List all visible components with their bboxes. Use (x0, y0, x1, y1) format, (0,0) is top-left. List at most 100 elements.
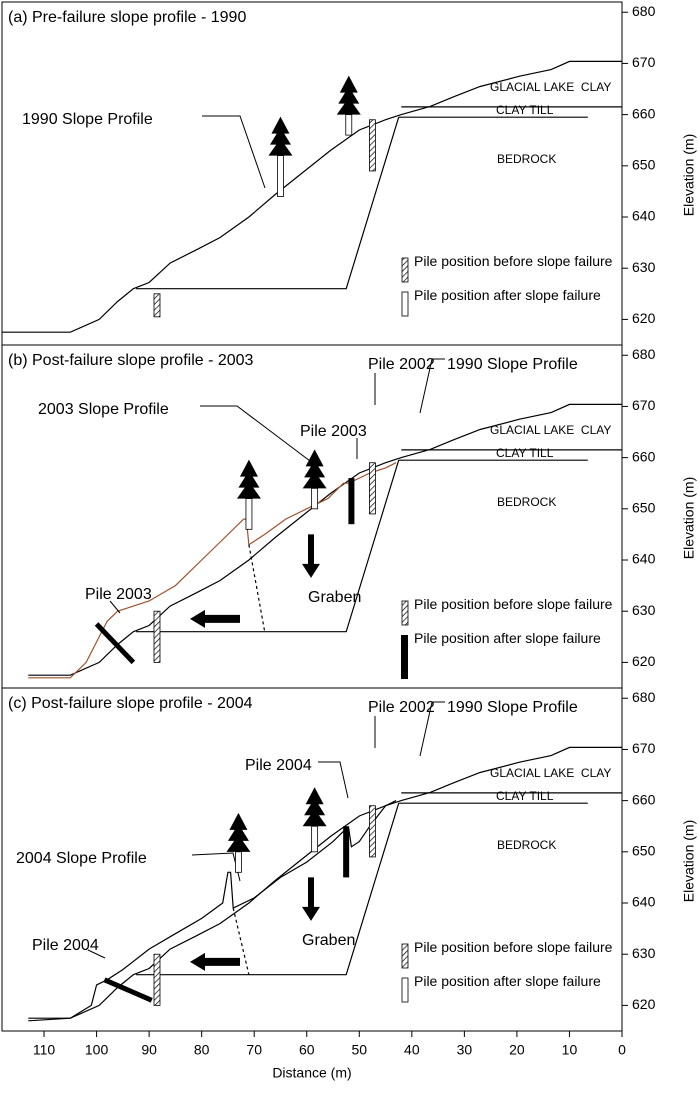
y-tick-label: 630 (632, 259, 656, 275)
tree (238, 470, 260, 488)
layer-label: GLACIAL LAKE CLAY (490, 423, 611, 437)
tree (304, 798, 326, 816)
profile-line (28, 403, 622, 676)
x-tick-label: 0 (618, 1042, 626, 1058)
pile-before (369, 805, 376, 858)
x-tick-label: 90 (141, 1042, 157, 1058)
layer-label: BEDROCK (497, 495, 556, 509)
leader-line (87, 949, 106, 959)
y-tick-label: 650 (632, 843, 656, 859)
panel-title: (c) Post-failure slope profile - 2004 (8, 695, 253, 712)
tree-trunk (235, 851, 242, 873)
tree-trunk (345, 114, 353, 136)
pile-before (369, 119, 376, 172)
profile-line (136, 117, 400, 290)
y-tick-label: 670 (632, 54, 656, 70)
profile-line (136, 803, 400, 976)
tree (305, 449, 324, 467)
legend-icon-before (401, 257, 409, 283)
y-tick-label: 670 (632, 397, 656, 413)
y-tick-label: 630 (632, 602, 656, 618)
legend-entry: Pile position before slope failure (414, 596, 613, 612)
leader-line (419, 701, 445, 757)
annotation: Pile 2004 (32, 937, 99, 954)
tree (304, 460, 326, 478)
x-tick-label: 10 (562, 1042, 578, 1058)
leader-line (191, 852, 241, 882)
layer-label: GLACIAL LAKE CLAY (490, 80, 611, 94)
legend-entry: Pile position before slope failure (414, 939, 613, 955)
tree-trunk (245, 498, 253, 530)
panel-frame (1, 687, 623, 1032)
x-tick-label: 80 (194, 1042, 210, 1058)
legend-label: Pile position before slope failure (414, 253, 613, 269)
legend-icon-after (401, 635, 408, 679)
layer-label: CLAY TILL (496, 789, 554, 803)
tree (227, 823, 249, 841)
tree (239, 459, 258, 477)
annotation: 2003 Slope Profile (38, 401, 169, 418)
leader-line (318, 761, 349, 799)
tree (268, 138, 293, 156)
leader-line (202, 115, 266, 189)
y-tick-label: 630 (632, 945, 656, 961)
annotation: 2004 Slope Profile (16, 850, 147, 867)
legend-label: Pile position before slope failure (414, 939, 613, 955)
legend-entry: Pile position after slope failure (414, 287, 601, 303)
profile-line (28, 746, 622, 1019)
leader-line (419, 358, 445, 414)
legend-entry: Pile position after slope failure (414, 630, 601, 646)
x-tick-label: 30 (457, 1042, 473, 1058)
pile-after (343, 826, 350, 878)
annotation: 1990 Slope Profile (447, 356, 578, 373)
pile-after (103, 977, 153, 1003)
profile-line (28, 462, 397, 679)
y-tick-label: 660 (632, 105, 656, 121)
x-tick-label: 70 (246, 1042, 262, 1058)
layer-label: BEDROCK (497, 152, 556, 166)
annotation: Graben (308, 589, 361, 606)
profile-line (136, 460, 400, 633)
pile-after (94, 622, 136, 665)
legend-icon-after (401, 291, 409, 317)
legend-label: Pile position after slope failure (414, 287, 601, 303)
panel-title: (b) Post-failure slope profile - 2003 (8, 352, 254, 369)
tree (302, 471, 327, 489)
leader-line (109, 600, 121, 614)
x-tick-label: 50 (351, 1042, 367, 1058)
x-tick-label: 40 (404, 1042, 420, 1058)
leader-line (200, 405, 311, 462)
x-tick-label: 110 (33, 1042, 56, 1058)
legend-icon-before (401, 943, 409, 969)
tree (271, 116, 290, 134)
panel-title: (a) Pre-failure slope profile - 1990 (8, 9, 246, 26)
tree (226, 834, 251, 852)
legend-label: Pile position after slope failure (414, 630, 601, 646)
tree (339, 75, 358, 93)
x-tick-label: 60 (299, 1042, 315, 1058)
profile-line (28, 800, 397, 1022)
layer-label: CLAY TILL (496, 103, 554, 117)
pile-before (153, 610, 161, 663)
arrow-left (190, 952, 240, 971)
pile-after (348, 478, 355, 525)
pile-before (153, 953, 161, 1006)
y-tick-label: 620 (632, 310, 656, 326)
y-tick-label: 650 (632, 500, 656, 516)
layer-label: BEDROCK (497, 838, 556, 852)
annotation: Pile 2003 (85, 586, 152, 603)
tree (305, 787, 324, 805)
annotation: Graben (302, 932, 355, 949)
tree (269, 127, 291, 145)
legend-label: Pile position before slope failure (414, 596, 613, 612)
legend-icon-before (401, 600, 409, 626)
y-tick-label: 670 (632, 740, 656, 756)
x-tick-label: 20 (509, 1042, 525, 1058)
y-tick-label: 680 (632, 3, 656, 19)
y-axis-label: Elevation (m) (681, 820, 697, 902)
layer-label: GLACIAL LAKE CLAY (490, 766, 611, 780)
annotation: 1990 Slope Profile (22, 111, 153, 128)
y-axis-label: Elevation (m) (681, 134, 697, 216)
